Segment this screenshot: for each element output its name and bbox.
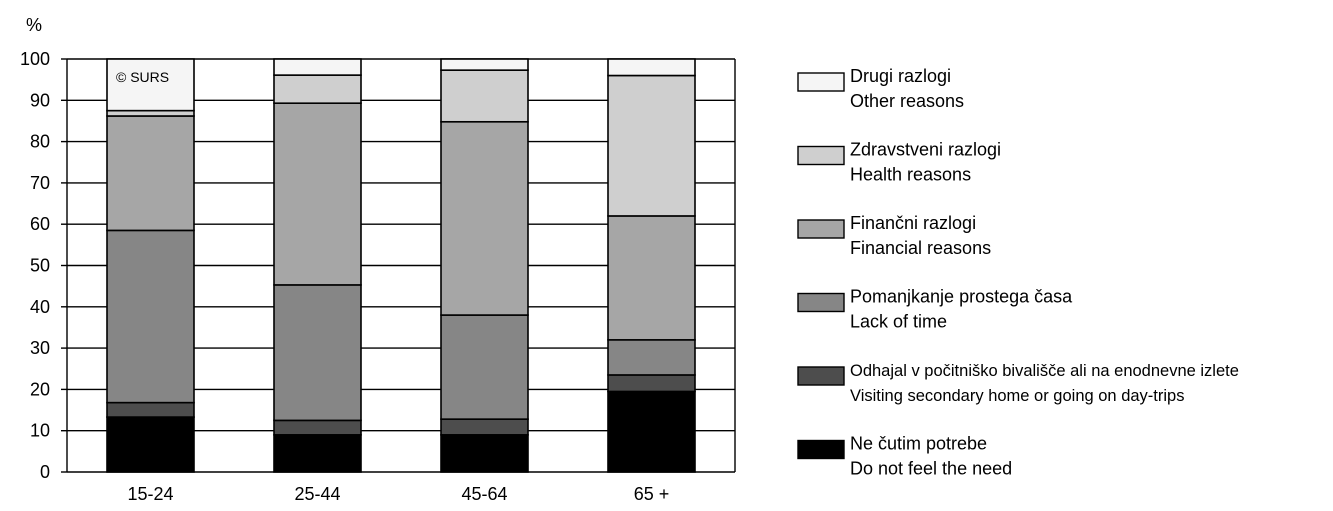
bar-segment (106, 109, 195, 117)
y-tick-label: 60 (30, 214, 50, 234)
bar-segment (273, 434, 362, 473)
legend-swatch (797, 219, 845, 239)
bar-segment (440, 120, 529, 316)
legend-swatch (797, 439, 845, 460)
y-tick-label: 90 (30, 90, 50, 110)
bar-segment (273, 102, 362, 286)
y-tick-label: 30 (30, 338, 50, 358)
y-tick-labels: 0 10 20 30 40 50 60 70 80 90 100 (20, 49, 50, 482)
axes (61, 58, 736, 473)
legend-label-sl: Odhajal v počitniško bivališče ali na en… (850, 362, 1239, 380)
x-tick-label: 65 + (634, 484, 670, 504)
legend-swatch (797, 72, 845, 92)
bar-segment (607, 339, 696, 376)
y-tick-label: 10 (30, 421, 50, 441)
bar-segment (607, 74, 696, 217)
legend-label-sl: Pomanjkanje prostega časa (850, 287, 1073, 307)
bar-segment (106, 416, 195, 473)
y-tick-label: 100 (20, 49, 50, 69)
y-tick-label: 70 (30, 173, 50, 193)
y-tick-label: 80 (30, 132, 50, 152)
legend-label-sl: Zdravstveni razlogi (850, 140, 1001, 160)
x-tick-labels: 15-24 25-44 45-64 65 + (127, 484, 669, 504)
bar-segment (607, 215, 696, 341)
bar-segment (607, 374, 696, 393)
legend-swatch (797, 292, 845, 313)
x-tick-label: 25-44 (294, 484, 340, 504)
y-tick-label: 50 (30, 256, 50, 276)
bar-segment (607, 58, 696, 77)
watermark: © SURS (116, 69, 169, 85)
bars (106, 58, 696, 473)
legend-label-en: Lack of time (850, 312, 947, 332)
legend-label-en: Financial reasons (850, 238, 991, 258)
legend-label-en: Other reasons (850, 91, 964, 111)
bar-segment (607, 390, 696, 473)
legend-label-sl: Drugi razlogi (850, 66, 951, 86)
y-tick-label: 40 (30, 297, 50, 317)
bar-segment (440, 434, 529, 473)
bar-segment (273, 284, 362, 422)
legend-label-sl: Finančni razlogi (850, 213, 976, 233)
legend-swatch (797, 366, 845, 386)
legend-label-en: Visiting secondary home or going on day-… (850, 387, 1184, 405)
bar-segment (440, 314, 529, 420)
legend-label-sl: Ne čutim potrebe (850, 434, 987, 454)
bar-segment (106, 58, 195, 112)
y-tick-label: 0 (40, 462, 50, 482)
y-tick-label: 20 (30, 379, 50, 399)
legend-label-en: Health reasons (850, 165, 971, 185)
bar-segment (273, 74, 362, 104)
legend-swatch (797, 145, 845, 166)
bar-segment (106, 115, 195, 232)
bar-segment (273, 419, 362, 436)
bar-segment (273, 58, 362, 76)
bar-segment (440, 418, 529, 436)
x-tick-label: 45-64 (461, 484, 507, 504)
bar-segment (106, 229, 195, 404)
bar-segment (106, 401, 195, 418)
x-tick-label: 15-24 (127, 484, 173, 504)
bar-segment (440, 69, 529, 123)
y-axis-label: % (26, 15, 42, 35)
legend: Drugi razlogi Other reasons Zdravstveni ra… (797, 66, 1239, 479)
legend-label-en: Do not feel the need (850, 459, 1012, 479)
bar-segment (440, 58, 529, 71)
